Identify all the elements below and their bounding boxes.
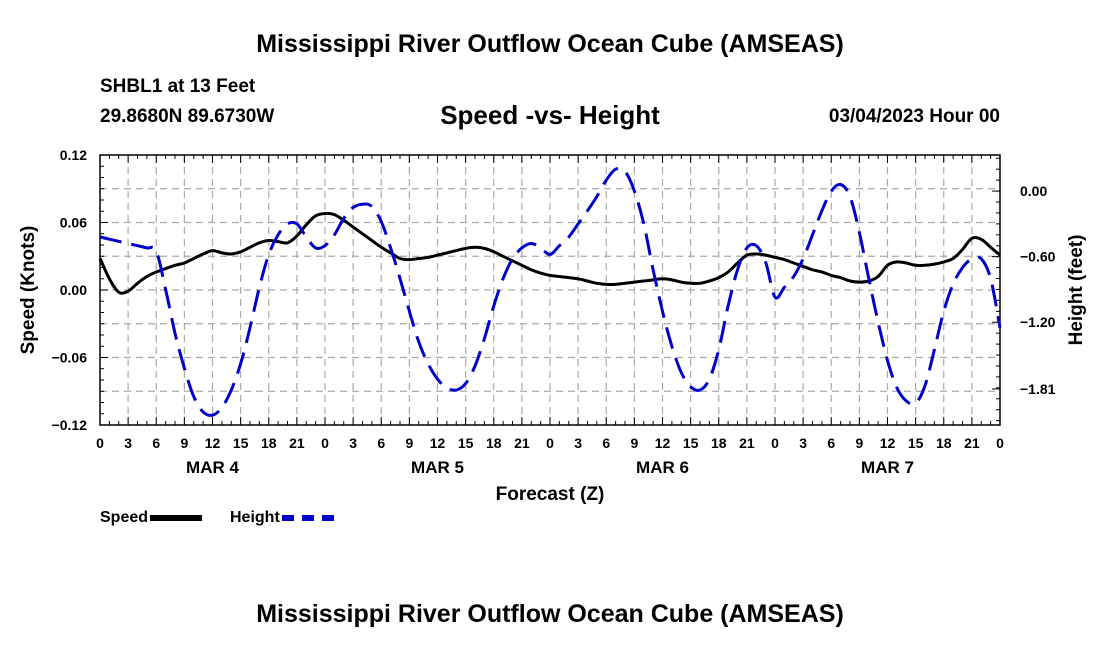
x-day-label: MAR 5	[411, 458, 464, 477]
x-tick-label: 18	[936, 435, 952, 451]
x-day-label: MAR 7	[861, 458, 914, 477]
x-tick-label: 0	[96, 435, 104, 451]
y-right-tick-label: 0.00	[1020, 183, 1047, 199]
x-tick-label: 3	[124, 435, 132, 451]
y-left-tick-label: 0.12	[60, 147, 87, 163]
y-right-axis-title: Height (feet)	[1066, 235, 1087, 346]
plot-frame	[99, 154, 1001, 426]
x-tick-label: 9	[630, 435, 638, 451]
x-tick-label: 15	[233, 435, 249, 451]
x-tick-label: 6	[152, 435, 160, 451]
speed-series-line	[98, 211, 1001, 295]
x-tick-label: 12	[655, 435, 671, 451]
x-tick-label: 9	[855, 435, 863, 451]
legend-height-label: Height	[230, 509, 280, 526]
y-left-axis-title: Speed (Knots)	[18, 226, 39, 355]
x-tick-label: 15	[458, 435, 474, 451]
main-title: Mississippi River Outflow Ocean Cube (AM…	[256, 30, 844, 58]
footer-title: Mississippi River Outflow Ocean Cube (AM…	[256, 600, 844, 628]
station-coordinates: 29.8680N 89.6730W	[100, 106, 275, 127]
y-right-tick-label: −1.81	[1020, 381, 1056, 397]
x-tick-label: 18	[711, 435, 727, 451]
x-day-label: MAR 4	[186, 458, 239, 477]
legend-height: Height	[230, 509, 334, 527]
x-tick-label: 0	[546, 435, 554, 451]
x-tick-label: 0	[771, 435, 779, 451]
y-right-tick-label: −1.20	[1020, 314, 1056, 330]
y-left-tick-label: −0.06	[52, 350, 88, 366]
x-tick-label: 3	[574, 435, 582, 451]
y-right-tick-label: −0.60	[1020, 249, 1056, 265]
x-tick-label: 21	[514, 435, 530, 451]
x-tick-label: 15	[683, 435, 699, 451]
x-axis-title: Forecast (Z)	[496, 484, 605, 505]
x-tick-label: 12	[430, 435, 446, 451]
x-tick-label: 6	[827, 435, 835, 451]
x-tick-label: 18	[486, 435, 502, 451]
x-tick-label: 3	[349, 435, 357, 451]
y-left-tick-label: 0.06	[60, 215, 87, 231]
x-tick-label: 12	[880, 435, 896, 451]
forecast-date: 03/04/2023 Hour 00	[828, 106, 1000, 127]
x-tick-label: 0	[321, 435, 329, 451]
x-tick-label: 9	[405, 435, 413, 451]
legend-speed: Speed	[100, 509, 203, 527]
y-left-tick-label: 0.00	[60, 282, 87, 298]
x-tick-label: 21	[289, 435, 305, 451]
x-tick-label: 21	[964, 435, 980, 451]
x-tick-label: 21	[739, 435, 755, 451]
x-tick-label: 6	[602, 435, 610, 451]
x-tick-label: 12	[205, 435, 221, 451]
x-tick-label: 15	[908, 435, 924, 451]
height-series-line	[99, 166, 1002, 417]
x-day-label: MAR 6	[636, 458, 689, 477]
x-tick-label: 18	[261, 435, 277, 451]
speed-height-chart: 0 3 6 9 12 15 18 21 0 3 6 9 12 15 18 21 0 3 6 9 12 15 18 21 0 3 6 9…	[18, 147, 1087, 505]
x-tick-label: 3	[799, 435, 807, 451]
chart-subtitle: Speed -vs- Height	[440, 100, 660, 130]
legend-height-swatch	[281, 515, 334, 521]
station-label: SHBL1 at 13 Feet	[100, 76, 256, 97]
legend-speed-swatch	[150, 515, 203, 521]
y-left-tick-label: −0.12	[52, 417, 88, 433]
x-tick-label: 0	[996, 435, 1004, 451]
legend-speed-label: Speed	[100, 509, 149, 526]
x-tick-label: 9	[180, 435, 188, 451]
x-tick-label: 6	[377, 435, 385, 451]
